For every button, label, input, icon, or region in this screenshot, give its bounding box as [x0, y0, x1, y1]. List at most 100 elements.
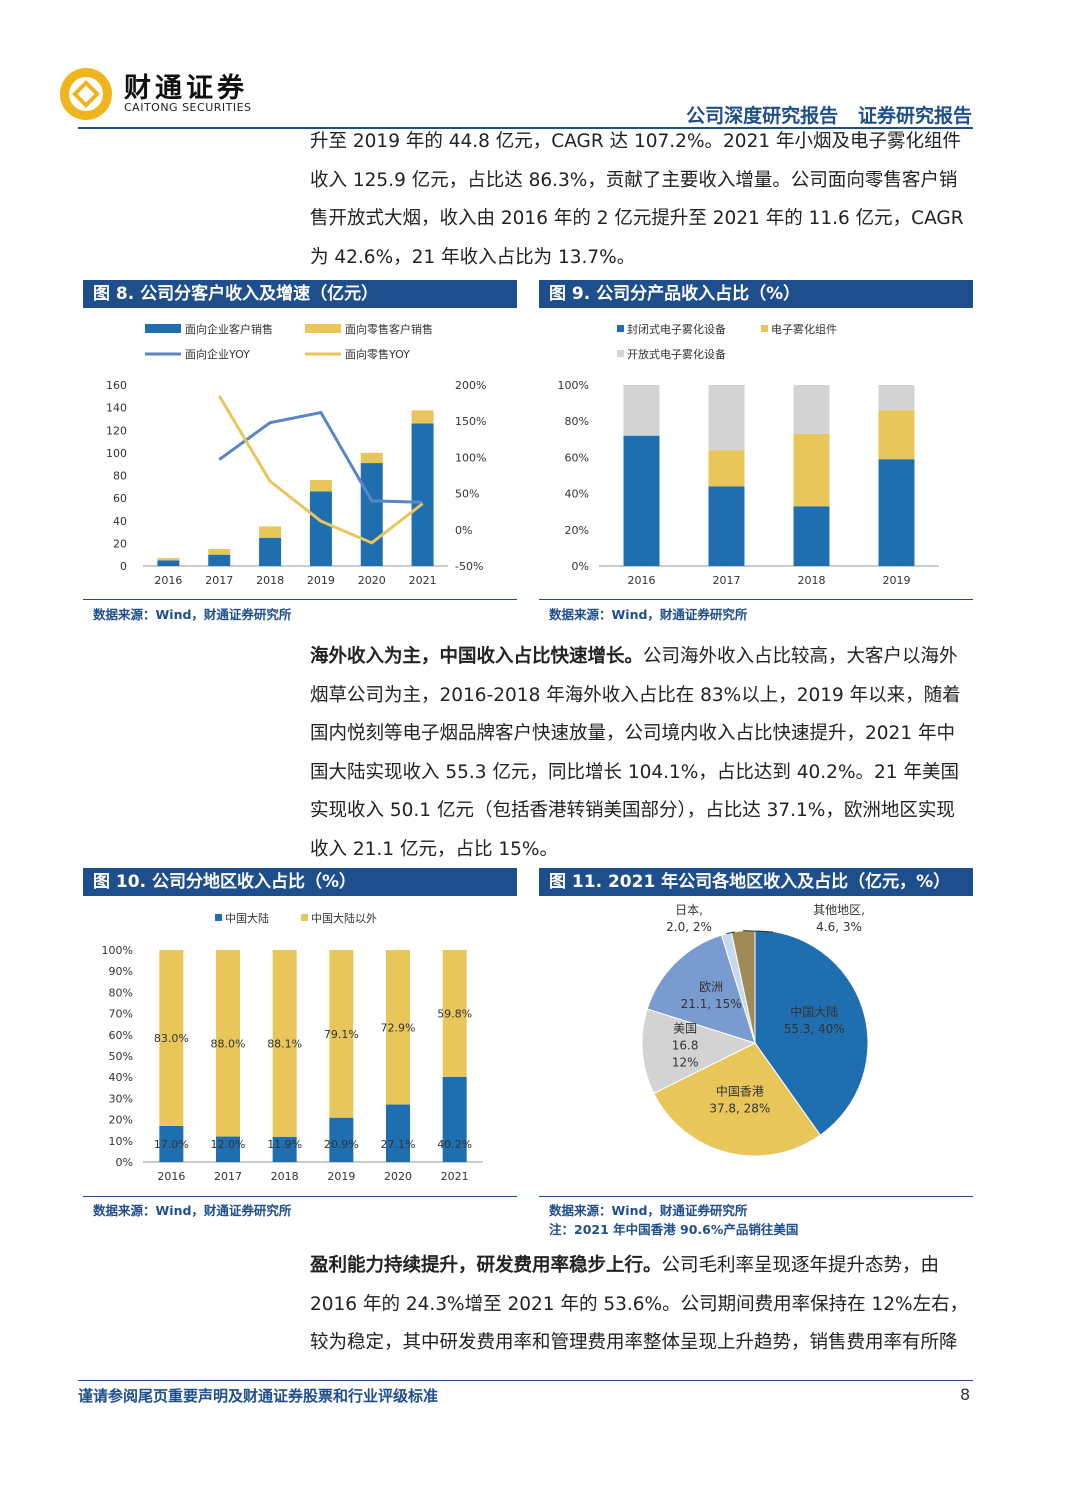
data-label: 59.8%: [437, 1007, 472, 1020]
x-tick-label: 2019: [883, 574, 911, 587]
x-tick-label: 2020: [384, 1170, 412, 1183]
x-tick-label: 2018: [271, 1170, 299, 1183]
legend-swatch: [215, 914, 222, 921]
bar-mainland: [216, 1136, 240, 1162]
bar-enterprise: [208, 554, 231, 566]
page-number: 8: [960, 1385, 971, 1404]
x-tick-label: 2021: [441, 1170, 469, 1183]
x-tick-label: 2021: [409, 574, 437, 587]
data-label: 88.0%: [211, 1037, 246, 1050]
y-tick-label: 20%: [565, 524, 589, 537]
data-label: 12.0%: [211, 1138, 246, 1151]
x-tick-label: 2017: [214, 1170, 242, 1183]
slice-label: 其他地区,: [813, 903, 865, 917]
slice-label: 中国香港: [716, 1083, 764, 1098]
bar-mainland: [159, 1125, 184, 1162]
pie-slice: [754, 929, 869, 1136]
y-tick-label: 60%: [565, 451, 589, 464]
data-label: 27.1%: [381, 1138, 416, 1151]
figure-8-source-divider: [83, 599, 517, 600]
slice-label: 欧洲: [699, 980, 723, 994]
x-tick-label: 2016: [154, 574, 182, 587]
paragraph-3: 盈利能力持续提升，研发费用率稳步上行。公司毛利率呈现逐年提升态势，由 2016 …: [310, 1247, 980, 1363]
pie-slice: [641, 1008, 757, 1094]
header-divider: [78, 127, 973, 129]
slice-label: 16.8: [672, 1038, 699, 1052]
bar-retail: [360, 452, 383, 464]
paragraph-2-lead: 海外收入为主，中国收入占比快速增长。: [310, 646, 644, 667]
data-label: 88.1%: [267, 1037, 302, 1050]
legend-swatch: [301, 914, 308, 921]
y-tick-label: 90%: [109, 965, 133, 978]
text-line: 国内悦刻等电子烟品牌客户快速放量，公司境内收入占比快速提升，2021 年中: [310, 723, 955, 744]
slice-label: 37.8, 28%: [709, 1101, 770, 1115]
pie-slice: [646, 934, 756, 1044]
data-label: 17.0%: [154, 1138, 189, 1151]
legend-swatch: [761, 325, 768, 332]
text-line: 较为稳定，其中研发费用率和管理费用率整体呈现上升趋势，销售费用率有所降: [310, 1332, 958, 1353]
bar-outside: [216, 950, 240, 1137]
y-tick-label: 100: [106, 447, 127, 460]
y-tick-label: 120: [106, 424, 127, 437]
y-tick-label: 10%: [109, 1135, 133, 1148]
y-tick-label: 30%: [109, 1092, 133, 1105]
slice-label: 21.1, 15%: [681, 997, 742, 1011]
y-tick-label: 40: [113, 515, 127, 528]
y2-tick-label: 100%: [455, 451, 486, 464]
x-tick-label: 2018: [798, 574, 826, 587]
text-line: 实现收入 50.1 亿元（包括香港转销美国部分），占比达 37.1%，欧洲地区实…: [310, 800, 955, 821]
y-tick-label: 80%: [109, 986, 133, 999]
paragraph-3-lead: 盈利能力持续提升，研发费用率稳步上行。: [310, 1255, 662, 1276]
x-tick-label: 2016: [628, 574, 656, 587]
slice-label: 4.6, 3%: [816, 920, 862, 934]
legend-label: 开放式电子雾化设备: [627, 347, 726, 361]
figure-8-title: 图 8. 公司分客户收入及增速（亿元）: [83, 280, 517, 308]
slice-label: 55.3, 40%: [784, 1022, 845, 1036]
y2-tick-label: 150%: [455, 415, 486, 428]
bar-segment: [623, 435, 660, 566]
data-label: 11.9%: [267, 1138, 302, 1151]
text-line: 收入 21.1 亿元，占比 15%。: [310, 838, 558, 860]
text-line: 2016 年的 24.3%增至 2021 年的 53.6%。公司期间费用率保持在…: [310, 1293, 969, 1315]
x-tick-label: 2019: [307, 574, 335, 587]
data-label: 83.0%: [154, 1032, 189, 1045]
figure-11-title: 图 11. 2021 年公司各地区收入及占比（亿元，%）: [539, 868, 973, 896]
report-type: 公司深度研究报告 证券研究报告: [686, 105, 972, 127]
bar-segment: [708, 486, 745, 566]
legend-label: 面向零售客户销售: [345, 322, 433, 336]
footer-disclaimer: 谨请参阅尾页重要声明及财通证券股票和行业评级标准: [78, 1387, 439, 1405]
text-line: 烟草公司为主，2016-2018 年海外收入占比在 83%以上，2019 年以来…: [310, 684, 961, 706]
y-tick-label: 100%: [558, 379, 589, 392]
figure-10-chart: 中国大陆 中国大陆以外 0% 10% 20% 30% 40% 50% 60% 70% 80% 90% 1…: [102, 911, 483, 1183]
line-retail-yoy: [217, 395, 424, 545]
bar-segment: [793, 506, 830, 566]
bar-segment: [878, 410, 915, 460]
bar-retail: [157, 558, 180, 561]
y2-tick-label: 0%: [455, 524, 472, 537]
figure-8-source: 数据来源：Wind，财通证券研究所: [93, 607, 292, 622]
y-tick-label: 100%: [102, 944, 133, 957]
y2-tick-label: 200%: [455, 379, 486, 392]
bar-retail: [259, 526, 282, 538]
x-tick-label: 2017: [713, 574, 741, 587]
bar-retail: [208, 549, 231, 555]
data-label: 40.2%: [437, 1138, 472, 1151]
bar-mainland: [272, 1136, 297, 1162]
legend-swatch: [617, 325, 624, 332]
figure-11-source: 数据来源：Wind，财通证券研究所: [549, 1203, 748, 1218]
legend-label: 电子雾化组件: [771, 322, 837, 336]
bar-segment: [878, 385, 915, 411]
bar-outside: [386, 950, 410, 1105]
legend-label: 面向企业客户销售: [185, 322, 273, 336]
legend-label: 中国大陆以外: [311, 911, 377, 925]
x-tick-label: 2018: [256, 574, 284, 587]
y-tick-label: 140: [106, 402, 127, 415]
header: 财通证券 CAITONG SECURITIES 公司深度研究报告 证券研究报告: [0, 0, 1080, 130]
y-tick-label: 160: [106, 379, 127, 392]
y-tick-label: 80%: [565, 415, 589, 428]
legend-swatch: [617, 350, 624, 357]
legend-label: 中国大陆: [225, 911, 269, 925]
bar-mainland: [442, 1076, 467, 1162]
text-line: 售开放式大烟，收入由 2016 年的 2 亿元提升至 2021 年的 11.6 …: [310, 208, 964, 229]
bar-segment: [793, 433, 830, 507]
